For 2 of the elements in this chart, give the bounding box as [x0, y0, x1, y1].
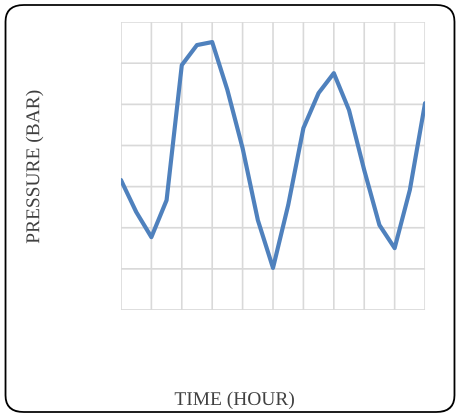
y-axis-title: PRESSURE (BAR) [26, 90, 44, 244]
x-axis-title: TIME (HOUR) [174, 392, 294, 410]
